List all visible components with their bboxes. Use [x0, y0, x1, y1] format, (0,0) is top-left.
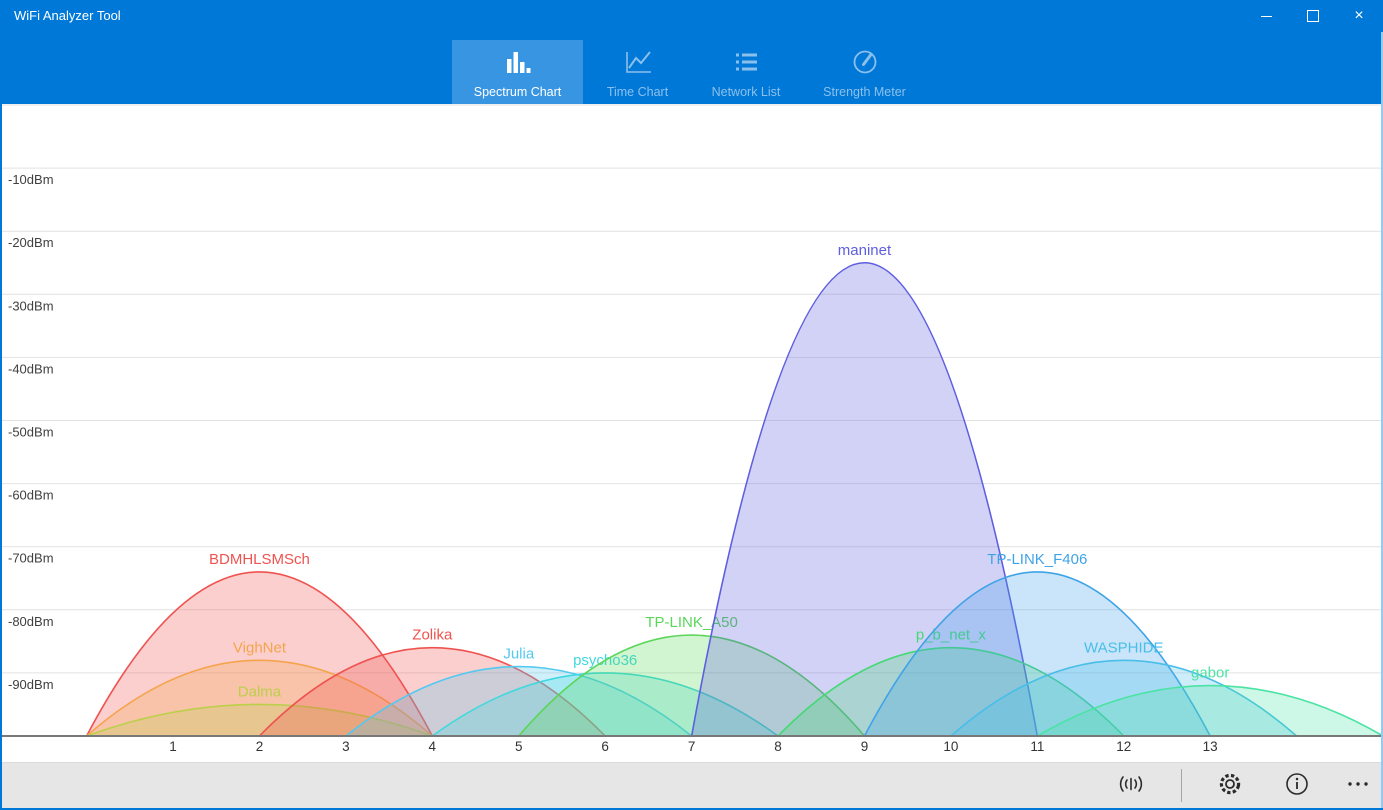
network-curve: [345, 665, 693, 737]
network-curve: [431, 672, 779, 737]
tab-bar: Spectrum Chart Time Chart Network List Stre…: [0, 32, 1383, 104]
network-BDMHLSMSch: BDMHLSMSch: [85, 551, 434, 737]
wifi-scan-button[interactable]: [1111, 766, 1151, 806]
settings-icon: [1217, 771, 1243, 802]
network-curve: [518, 634, 866, 737]
maximize-button[interactable]: [1290, 0, 1336, 32]
close-icon: ×: [1354, 7, 1364, 24]
x-axis-label: 10: [943, 739, 958, 754]
tab-label: Time Chart: [606, 85, 669, 99]
tab-label: Spectrum Chart: [473, 85, 562, 99]
network-label: Dalma: [238, 683, 282, 700]
tab-spectrum-chart[interactable]: Spectrum Chart: [452, 40, 583, 104]
y-axis-label: -70dBm: [8, 551, 54, 566]
x-axis-label: 8: [774, 739, 782, 754]
bottom-bar-divider: [1181, 769, 1182, 802]
x-axis-label: 7: [688, 739, 696, 754]
tab-label: Strength Meter: [823, 85, 906, 99]
network-curve: [1036, 684, 1383, 737]
more-icon: [1344, 771, 1372, 802]
y-axis-label: -90dBm: [8, 677, 54, 692]
y-axis-label: -80dBm: [8, 614, 54, 629]
tab-network-list[interactable]: Network List: [692, 40, 800, 104]
window-title: WiFi Analyzer Tool: [14, 8, 121, 23]
network-Dalma: Dalma: [86, 683, 433, 737]
line-chart-icon: [625, 51, 651, 73]
x-axis-label: 11: [1030, 739, 1044, 754]
more-button[interactable]: [1338, 766, 1378, 806]
network-curve: [85, 571, 434, 737]
network-label: BDMHLSMSch: [209, 551, 310, 568]
network-Julia: Julia: [345, 646, 693, 737]
network-label: TP-LINK_F406: [987, 551, 1087, 568]
wifi-scan-icon: [1117, 772, 1145, 801]
bottom-command-bar: [0, 762, 1383, 808]
network-curve: [863, 571, 1211, 737]
network-VighNet: VighNet: [86, 639, 433, 737]
x-axis-label: 9: [861, 739, 869, 754]
tab-strength-meter[interactable]: Strength Meter: [800, 40, 929, 104]
maximize-icon: [1307, 10, 1319, 22]
title-bar: WiFi Analyzer Tool ×: [0, 0, 1383, 32]
x-axis-label: 5: [515, 739, 523, 754]
x-axis-label: 13: [1203, 739, 1218, 754]
x-axis-label: 2: [256, 739, 264, 754]
y-axis-label: -20dBm: [8, 235, 54, 250]
network-curve: [86, 703, 433, 737]
network-curve: [690, 261, 1039, 737]
tab-time-chart[interactable]: Time Chart: [583, 40, 692, 104]
y-axis-label: -40dBm: [8, 361, 54, 376]
x-axis-label: 6: [601, 739, 609, 754]
spectrum-chart: -10dBm -20dBm -30dBm -40dBm -50dBm -60dBm -70d…: [0, 104, 1383, 762]
info-icon: [1284, 771, 1310, 802]
network-gabor: gabor: [1036, 665, 1383, 737]
network-label: Julia: [503, 646, 535, 663]
network-label: VighNet: [233, 639, 287, 656]
spectrum-chart-svg: -10dBm -20dBm -30dBm -40dBm -50dBm -60dBm -70d…: [0, 104, 1383, 754]
network-label: Zolika: [412, 627, 453, 644]
x-axis-label: 4: [429, 739, 437, 754]
network-curve: [86, 659, 433, 737]
x-axis-label: 3: [342, 739, 350, 754]
network-label: gabor: [1191, 665, 1229, 682]
x-axis-label: 1: [169, 739, 177, 754]
x-axis-label: 12: [1116, 739, 1131, 754]
gauge-icon: [853, 50, 876, 74]
close-button[interactable]: ×: [1336, 0, 1382, 32]
minimize-button[interactable]: [1243, 0, 1289, 32]
network-maninet: maninet: [690, 242, 1039, 737]
y-axis-label: -60dBm: [8, 488, 54, 503]
info-button[interactable]: [1277, 766, 1317, 806]
network-label: WASPHIDE: [1084, 639, 1163, 656]
network-TP-LINK_F406: TP-LINK_F406: [863, 551, 1211, 737]
network-label: maninet: [838, 242, 892, 259]
network-psycho36: psycho36: [431, 652, 779, 737]
y-axis-label: -10dBm: [8, 172, 54, 187]
y-axis-label: -50dBm: [8, 425, 54, 440]
minimize-icon: [1260, 15, 1272, 17]
list-icon: [736, 53, 757, 71]
bar-chart-icon: [506, 52, 530, 73]
settings-button[interactable]: [1210, 766, 1250, 806]
tab-label: Network List: [711, 85, 781, 99]
network-curve: [777, 646, 1125, 737]
y-axis-label: -30dBm: [8, 298, 54, 313]
